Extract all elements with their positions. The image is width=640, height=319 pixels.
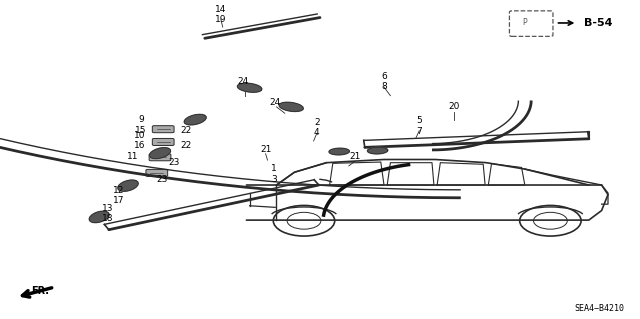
- Text: 21: 21: [260, 145, 271, 154]
- Text: 24: 24: [269, 98, 281, 107]
- Text: 14
19: 14 19: [215, 5, 227, 24]
- Text: 1
3: 1 3: [271, 164, 276, 183]
- Text: 12
17: 12 17: [113, 186, 124, 205]
- FancyBboxPatch shape: [152, 138, 174, 145]
- FancyBboxPatch shape: [149, 154, 171, 161]
- Text: 11: 11: [127, 152, 138, 161]
- Polygon shape: [367, 147, 388, 154]
- Polygon shape: [329, 148, 349, 155]
- Text: P: P: [522, 19, 527, 27]
- Text: 23: 23: [168, 158, 180, 167]
- Text: 23: 23: [156, 175, 168, 184]
- FancyBboxPatch shape: [509, 11, 553, 36]
- FancyBboxPatch shape: [152, 126, 174, 133]
- Text: 13
18: 13 18: [102, 204, 113, 223]
- Text: SEA4−B4210: SEA4−B4210: [574, 304, 624, 313]
- Text: 2
4: 2 4: [314, 118, 319, 137]
- Text: 22: 22: [180, 126, 191, 135]
- Text: 9
15: 9 15: [135, 115, 147, 135]
- Polygon shape: [184, 115, 206, 125]
- Text: 20: 20: [449, 102, 460, 111]
- Text: 24: 24: [237, 77, 249, 86]
- Text: 22: 22: [180, 141, 191, 150]
- Text: FR.: FR.: [31, 286, 49, 296]
- Polygon shape: [237, 83, 262, 92]
- FancyBboxPatch shape: [146, 169, 168, 176]
- Polygon shape: [279, 102, 303, 111]
- Polygon shape: [89, 211, 109, 223]
- Text: 21: 21: [349, 152, 361, 161]
- Text: B-54: B-54: [584, 18, 612, 28]
- Text: 10
16: 10 16: [134, 131, 145, 150]
- Text: 6
8: 6 8: [381, 72, 387, 91]
- Text: 5
7: 5 7: [417, 116, 422, 136]
- Polygon shape: [150, 148, 170, 159]
- Polygon shape: [118, 180, 138, 191]
